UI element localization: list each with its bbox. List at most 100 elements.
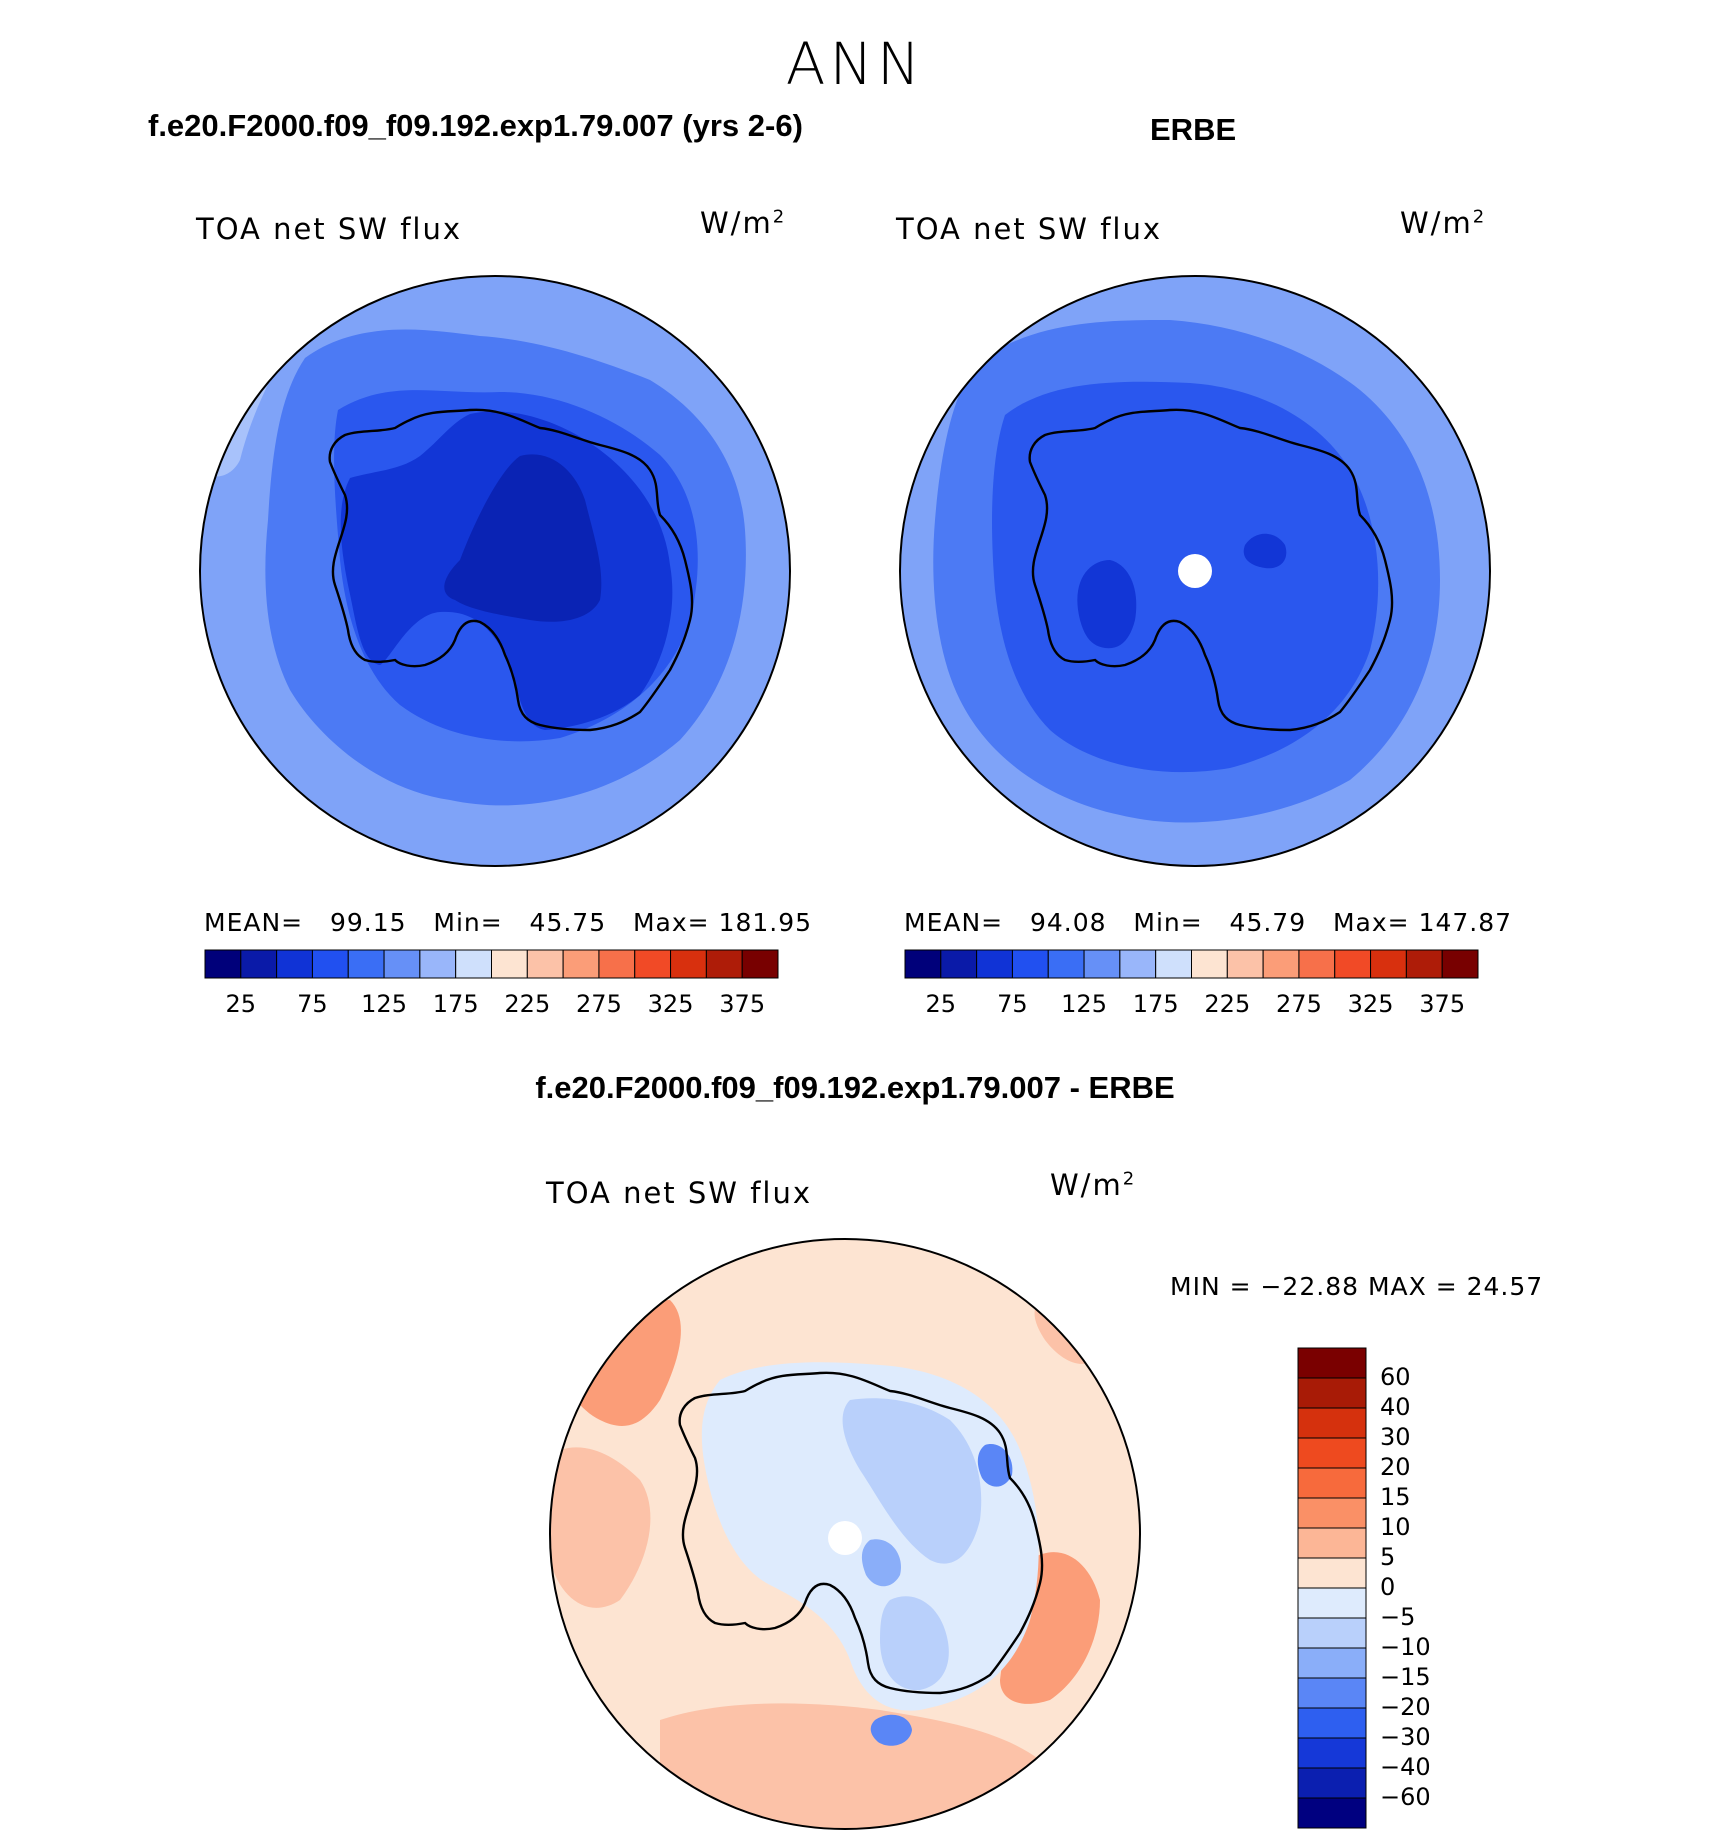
colorbar-cell bbox=[741, 949, 779, 979]
colorbar-cell bbox=[455, 949, 492, 979]
diff-missing-pole bbox=[828, 1521, 862, 1555]
diff-map bbox=[550, 1239, 1140, 1829]
colorbar-cell bbox=[1297, 1647, 1367, 1679]
obs-panel-title: ERBE bbox=[1150, 112, 1237, 147]
colorbar-cell bbox=[1226, 949, 1264, 979]
colorbar-cell bbox=[562, 949, 600, 979]
obs-missing-pole bbox=[1178, 554, 1212, 588]
colorbar-cell bbox=[976, 949, 1013, 979]
model-field-25 bbox=[444, 454, 602, 622]
diff-field-minus-15 bbox=[861, 1539, 901, 1587]
model-colorbar-tick-label: 75 bbox=[297, 990, 328, 1018]
model-stats: MEAN= 99.15 Min= 45.75 Max= 181.95 bbox=[204, 908, 813, 937]
diff-colorbar-tick-label: −20 bbox=[1380, 1693, 1431, 1721]
obs-colorbar-tick-label: 125 bbox=[1061, 990, 1107, 1018]
colorbar-cell bbox=[1047, 949, 1085, 979]
obs-colorbar-tick-label: 375 bbox=[1419, 990, 1466, 1018]
diff-colorbar-tick-label: 15 bbox=[1380, 1483, 1411, 1511]
figure-title: ANN bbox=[785, 30, 925, 98]
model-map-border bbox=[199, 275, 791, 867]
model-colorbar-tick-label: 275 bbox=[576, 990, 622, 1018]
colorbar-cell bbox=[904, 949, 942, 979]
model-units: W/m2 bbox=[700, 206, 787, 240]
diff-field-minus-10-b bbox=[880, 1596, 949, 1691]
colorbar-cell bbox=[1297, 1497, 1367, 1529]
model-colorbar bbox=[204, 949, 779, 979]
diff-field-plus-5-b bbox=[660, 1703, 1040, 1829]
colorbar-cell bbox=[705, 949, 743, 979]
obs-colorbar-tick-label: 275 bbox=[1276, 990, 1322, 1018]
obs-coastline bbox=[1028, 408, 1394, 732]
model-panel-title: f.e20.F2000.f09_f09.192.exp1.79.007 (yrs… bbox=[148, 108, 803, 143]
colorbar-cell bbox=[204, 949, 242, 979]
colorbar-cell bbox=[1297, 1557, 1367, 1589]
diff-colorbar-tick-label: 30 bbox=[1380, 1423, 1411, 1451]
colorbar-cell bbox=[1297, 1707, 1367, 1739]
colorbar-cell bbox=[1297, 1377, 1367, 1409]
obs-field-50-a bbox=[1077, 560, 1137, 649]
diff-colorbar-tick-label: 0 bbox=[1380, 1573, 1396, 1601]
diff-field-minus-20-b bbox=[870, 1714, 912, 1746]
diff-colorbar-tick-label: 5 bbox=[1380, 1543, 1396, 1571]
colorbar-cell bbox=[1297, 1347, 1367, 1379]
colorbar-cell bbox=[1297, 1587, 1367, 1619]
diff-colorbar-tick-label: −30 bbox=[1380, 1723, 1431, 1751]
colorbar-cell bbox=[1297, 1737, 1367, 1769]
colorbar-cell bbox=[1297, 1767, 1367, 1799]
model-variable-label: TOA net SW flux bbox=[196, 212, 463, 246]
model-map bbox=[200, 276, 790, 866]
colorbar-cell bbox=[1011, 949, 1049, 979]
colorbar-cell bbox=[1441, 949, 1479, 979]
diff-panel-title: f.e20.F2000.f09_f09.192.exp1.79.007 - ER… bbox=[535, 1070, 1175, 1105]
colorbar-cell bbox=[1191, 949, 1228, 979]
model-colorbar-tick-label: 375 bbox=[719, 990, 766, 1018]
diff-colorbar-tick-label: 10 bbox=[1380, 1513, 1411, 1541]
diff-colorbar-tick-label: −5 bbox=[1380, 1603, 1416, 1631]
obs-colorbar-tick-label: 175 bbox=[1132, 990, 1179, 1018]
diff-colorbar-tick-label: −40 bbox=[1380, 1753, 1431, 1781]
colorbar-cell bbox=[1334, 949, 1372, 979]
diff-colorbar-tick-label: 60 bbox=[1380, 1363, 1411, 1391]
diff-colorbar bbox=[1297, 1347, 1367, 1829]
diff-minmax: MIN = −22.88 MAX = 24.57 bbox=[1170, 1272, 1544, 1301]
colorbar-cell bbox=[1405, 949, 1443, 979]
obs-colorbar-tick-label: 225 bbox=[1204, 990, 1251, 1018]
colorbar-cell bbox=[1298, 949, 1336, 979]
diff-colorbar-tick-label: −10 bbox=[1380, 1633, 1431, 1661]
diff-field-plus-5-a bbox=[550, 1447, 651, 1608]
colorbar-cell bbox=[240, 949, 278, 979]
model-colorbar-tick-label: 225 bbox=[504, 990, 551, 1018]
diff-colorbar-tick-label: 20 bbox=[1380, 1453, 1411, 1481]
obs-map bbox=[900, 276, 1490, 866]
colorbar-cell bbox=[598, 949, 636, 979]
obs-colorbar-tick-label: 75 bbox=[997, 990, 1028, 1018]
model-colorbar-tick-label: 175 bbox=[432, 990, 479, 1018]
diff-field-minus-10-a bbox=[842, 1398, 982, 1564]
obs-map-border bbox=[899, 275, 1491, 867]
colorbar-cell bbox=[347, 949, 385, 979]
colorbar-cell bbox=[383, 949, 421, 979]
colorbar-cell bbox=[634, 949, 672, 979]
colorbar-cell bbox=[491, 949, 528, 979]
colorbar-cell bbox=[1297, 1677, 1367, 1709]
colorbar-cell bbox=[1262, 949, 1300, 979]
diff-coastline bbox=[678, 1371, 1044, 1695]
obs-colorbar-tick-label: 25 bbox=[925, 990, 957, 1018]
model-colorbar-tick-label: 25 bbox=[225, 990, 257, 1018]
obs-stats: MEAN= 94.08 Min= 45.79 Max= 147.87 bbox=[904, 908, 1513, 937]
diff-colorbar-tick-label: −15 bbox=[1380, 1663, 1431, 1691]
obs-field-50-b bbox=[1243, 533, 1287, 569]
colorbar-cell bbox=[1297, 1527, 1367, 1559]
diff-units: W/m2 bbox=[1050, 1168, 1137, 1202]
colorbar-cell bbox=[1083, 949, 1121, 979]
obs-variable-label: TOA net SW flux bbox=[896, 212, 1163, 246]
model-colorbar-tick-label: 125 bbox=[361, 990, 407, 1018]
diff-colorbar-tick-label: 40 bbox=[1380, 1393, 1411, 1421]
model-coastline bbox=[328, 408, 694, 732]
colorbar-cell bbox=[1370, 949, 1407, 979]
model-colorbar-tick-label: 325 bbox=[647, 990, 694, 1018]
colorbar-cell bbox=[1297, 1797, 1367, 1829]
diff-variable-label: TOA net SW flux bbox=[546, 1176, 813, 1210]
obs-colorbar-tick-label: 325 bbox=[1347, 990, 1394, 1018]
